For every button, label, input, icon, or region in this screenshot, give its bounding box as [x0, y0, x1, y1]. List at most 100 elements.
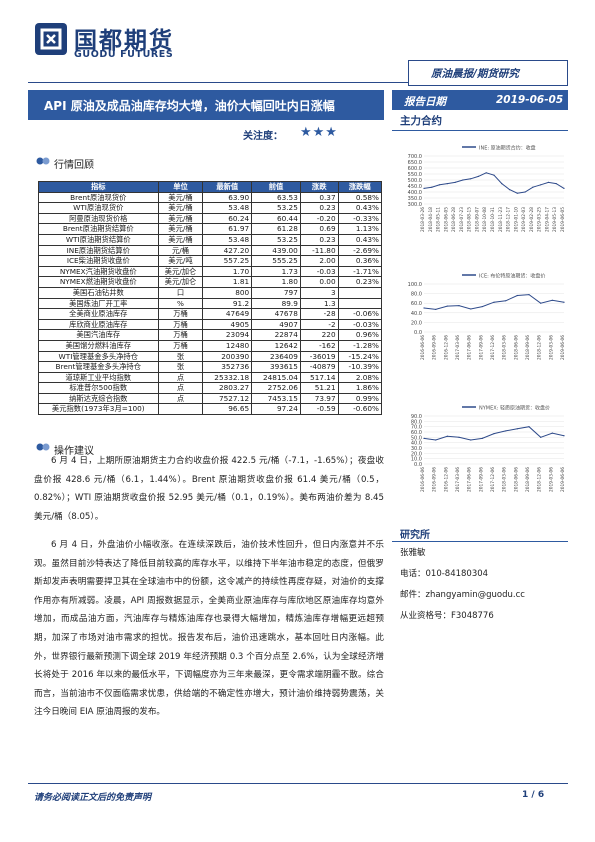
- y-tick-label: 40.0: [411, 441, 422, 447]
- data-point: [508, 189, 511, 191]
- table-cell: -36019: [299, 350, 339, 363]
- y-tick-label: 300.0: [408, 202, 422, 208]
- x-tick-label: 2017-03-06: [455, 467, 461, 492]
- table-cell: 4905: [202, 318, 253, 331]
- table-cell: -0.03%: [337, 318, 383, 331]
- table-cell-indicator: ICE柴油期货收盘价: [38, 255, 159, 267]
- data-point: [458, 436, 460, 438]
- table-cell: 91.2: [202, 297, 253, 310]
- table-row: 美国馏分燃料油库存 万桶 12480 12642 -162 -1.28%: [38, 339, 383, 352]
- table-cell: 63.53: [251, 191, 301, 204]
- x-tick-label: 2019-05-13: [552, 207, 558, 232]
- x-tick-label: 2016-12-06: [443, 335, 449, 360]
- table-cell: 0.23: [299, 202, 339, 214]
- x-tick-label: 2017-03-06: [455, 335, 461, 360]
- table-cell: 0.23%: [337, 276, 383, 288]
- table-row: Brent原油期货结算价 美元/桶 61.97 61.28 0.69 1.13%: [38, 223, 383, 235]
- data-point: [516, 294, 518, 297]
- main-contract-heading: 主力合约: [400, 115, 442, 127]
- y-tick-label: 10.0: [411, 457, 422, 463]
- table-header-row: 指标 单位 最新值 前值 涨跌 涨跌幅: [38, 181, 383, 193]
- table-row: 标准普尔500指数点 2803.27 2752.06 51.21 1.86%: [38, 382, 383, 394]
- table-row: Brent管理基金多头净持仓张 352736 393615 -40879 -10.39%: [38, 361, 383, 373]
- legend-label: ICE: 布伦特原油期货：收盘价: [479, 273, 545, 280]
- table-cell: 557.25: [202, 255, 253, 267]
- disclaimer-note[interactable]: 请务必阅读正文后的免责声明: [34, 793, 152, 803]
- x-tick-label: 2018-06-28: [451, 207, 457, 232]
- x-tick-label: 2019-06-05: [560, 207, 566, 232]
- table-cell: -162: [299, 339, 339, 352]
- data-point: [516, 428, 518, 430]
- y-tick-label: 20.0: [411, 451, 422, 457]
- table-cell-indicator: 美国汽油库存: [38, 329, 159, 341]
- operation-advice-heading: 操作建议: [54, 446, 94, 457]
- table-cell: 60.24: [202, 212, 253, 225]
- data-point: [454, 181, 456, 183]
- table-cell: 236409: [251, 350, 301, 363]
- table-cell: 393615: [251, 361, 301, 373]
- table-row: 纳斯达克综合指数点 7527.12 7453.15 73.97 0.99%: [38, 392, 383, 405]
- report-date-value: 2019-06-05: [496, 94, 564, 106]
- table-cell: 53.48: [202, 202, 253, 214]
- table-header: 指标: [38, 181, 159, 193]
- y-tick-label: 30.0: [411, 446, 422, 452]
- table-cell: -0.33%: [337, 212, 383, 225]
- data-point: [540, 184, 542, 186]
- section-bullet-icon: [36, 443, 50, 451]
- table-cell: 47649: [202, 308, 253, 320]
- table-row: WTI原油现货价 美元/桶 53.48 53.25 0.23 0.43%: [38, 202, 383, 214]
- x-tick-label: 2018-04-18: [428, 207, 434, 232]
- x-tick-label: 2016-09-06: [432, 335, 438, 360]
- table-cell-indicator: WTI管理基金多头净持仓: [38, 350, 159, 363]
- table-cell-indicator: INE原油期货结算价: [38, 244, 159, 257]
- table-cell: 2803.27: [202, 382, 253, 394]
- data-point: [505, 300, 507, 302]
- table-cell: 1.3: [299, 297, 339, 310]
- x-tick-label: 2017-09-06: [478, 335, 484, 360]
- y-tick-label: 40.0: [411, 311, 422, 317]
- table-cell-indicator: NYMEX汽油期货收盘价: [38, 265, 159, 278]
- series-line: [423, 172, 565, 194]
- researcher-qualification: 从业资格号：F3048776: [400, 611, 494, 621]
- data-point: [446, 435, 448, 437]
- market-review-heading: 行情回顾: [54, 160, 94, 171]
- table-cell: 0.00: [299, 276, 339, 288]
- data-point: [555, 183, 557, 185]
- table-cell: 47678: [251, 308, 301, 320]
- x-tick-label: 2018-12-17: [506, 207, 512, 232]
- chart-brent-crude: ICE: 布伦特原油期货：收盘价 100.0 80.0 60.0 40.0 20.0 0.0…: [394, 268, 570, 384]
- table-cell: 0.96%: [337, 329, 383, 341]
- paragraph-analysis: 6 月 4 日，外盘油价小幅收涨。在连续深跌后，油价技术性回升，但日内涨意并不乐…: [34, 540, 384, 718]
- table-cell: 点: [157, 392, 204, 405]
- y-tick-label: 50.0: [411, 435, 422, 441]
- y-tick-label: 70.0: [411, 425, 422, 431]
- table-row: 阿曼原油现货价格 美元/桶 60.24 60.44 -0.20 -0.33%: [38, 212, 383, 225]
- header-divider: [28, 82, 408, 83]
- x-tick-label: 2018-03-26: [420, 207, 426, 232]
- data-point: [540, 302, 542, 304]
- data-point: [524, 191, 526, 193]
- table-cell: 555.25: [251, 255, 301, 267]
- footer-divider: [28, 783, 568, 784]
- data-point: [423, 187, 425, 189]
- x-tick-label: 2018-03-06: [502, 467, 508, 492]
- data-point: [435, 308, 437, 311]
- y-tick-label: 600.0: [408, 166, 422, 172]
- table-cell: 0.36%: [337, 255, 383, 267]
- table-cell: 439.00: [251, 244, 301, 257]
- table-cell: 1.13%: [337, 223, 383, 235]
- data-point: [493, 301, 495, 303]
- data-point: [481, 305, 483, 308]
- table-cell: 797: [251, 286, 301, 299]
- x-tick-label: 2018-09-06: [525, 335, 531, 360]
- data-point: [493, 174, 495, 176]
- data-point: [470, 178, 472, 180]
- data-point: [528, 426, 530, 428]
- researcher-email[interactable]: 邮件：zhangyamin@guodu.cc: [400, 590, 525, 600]
- logo-english-text: GUODU FUTURES: [74, 49, 174, 60]
- x-tick-label: 2018-05-11: [436, 207, 442, 232]
- table-cell: -0.03: [299, 265, 339, 278]
- x-tick-label: 2017-06-06: [467, 467, 473, 492]
- y-tick-label: 80.0: [411, 292, 422, 298]
- legend-label: INE: 原油期货合约：收盘: [479, 145, 536, 152]
